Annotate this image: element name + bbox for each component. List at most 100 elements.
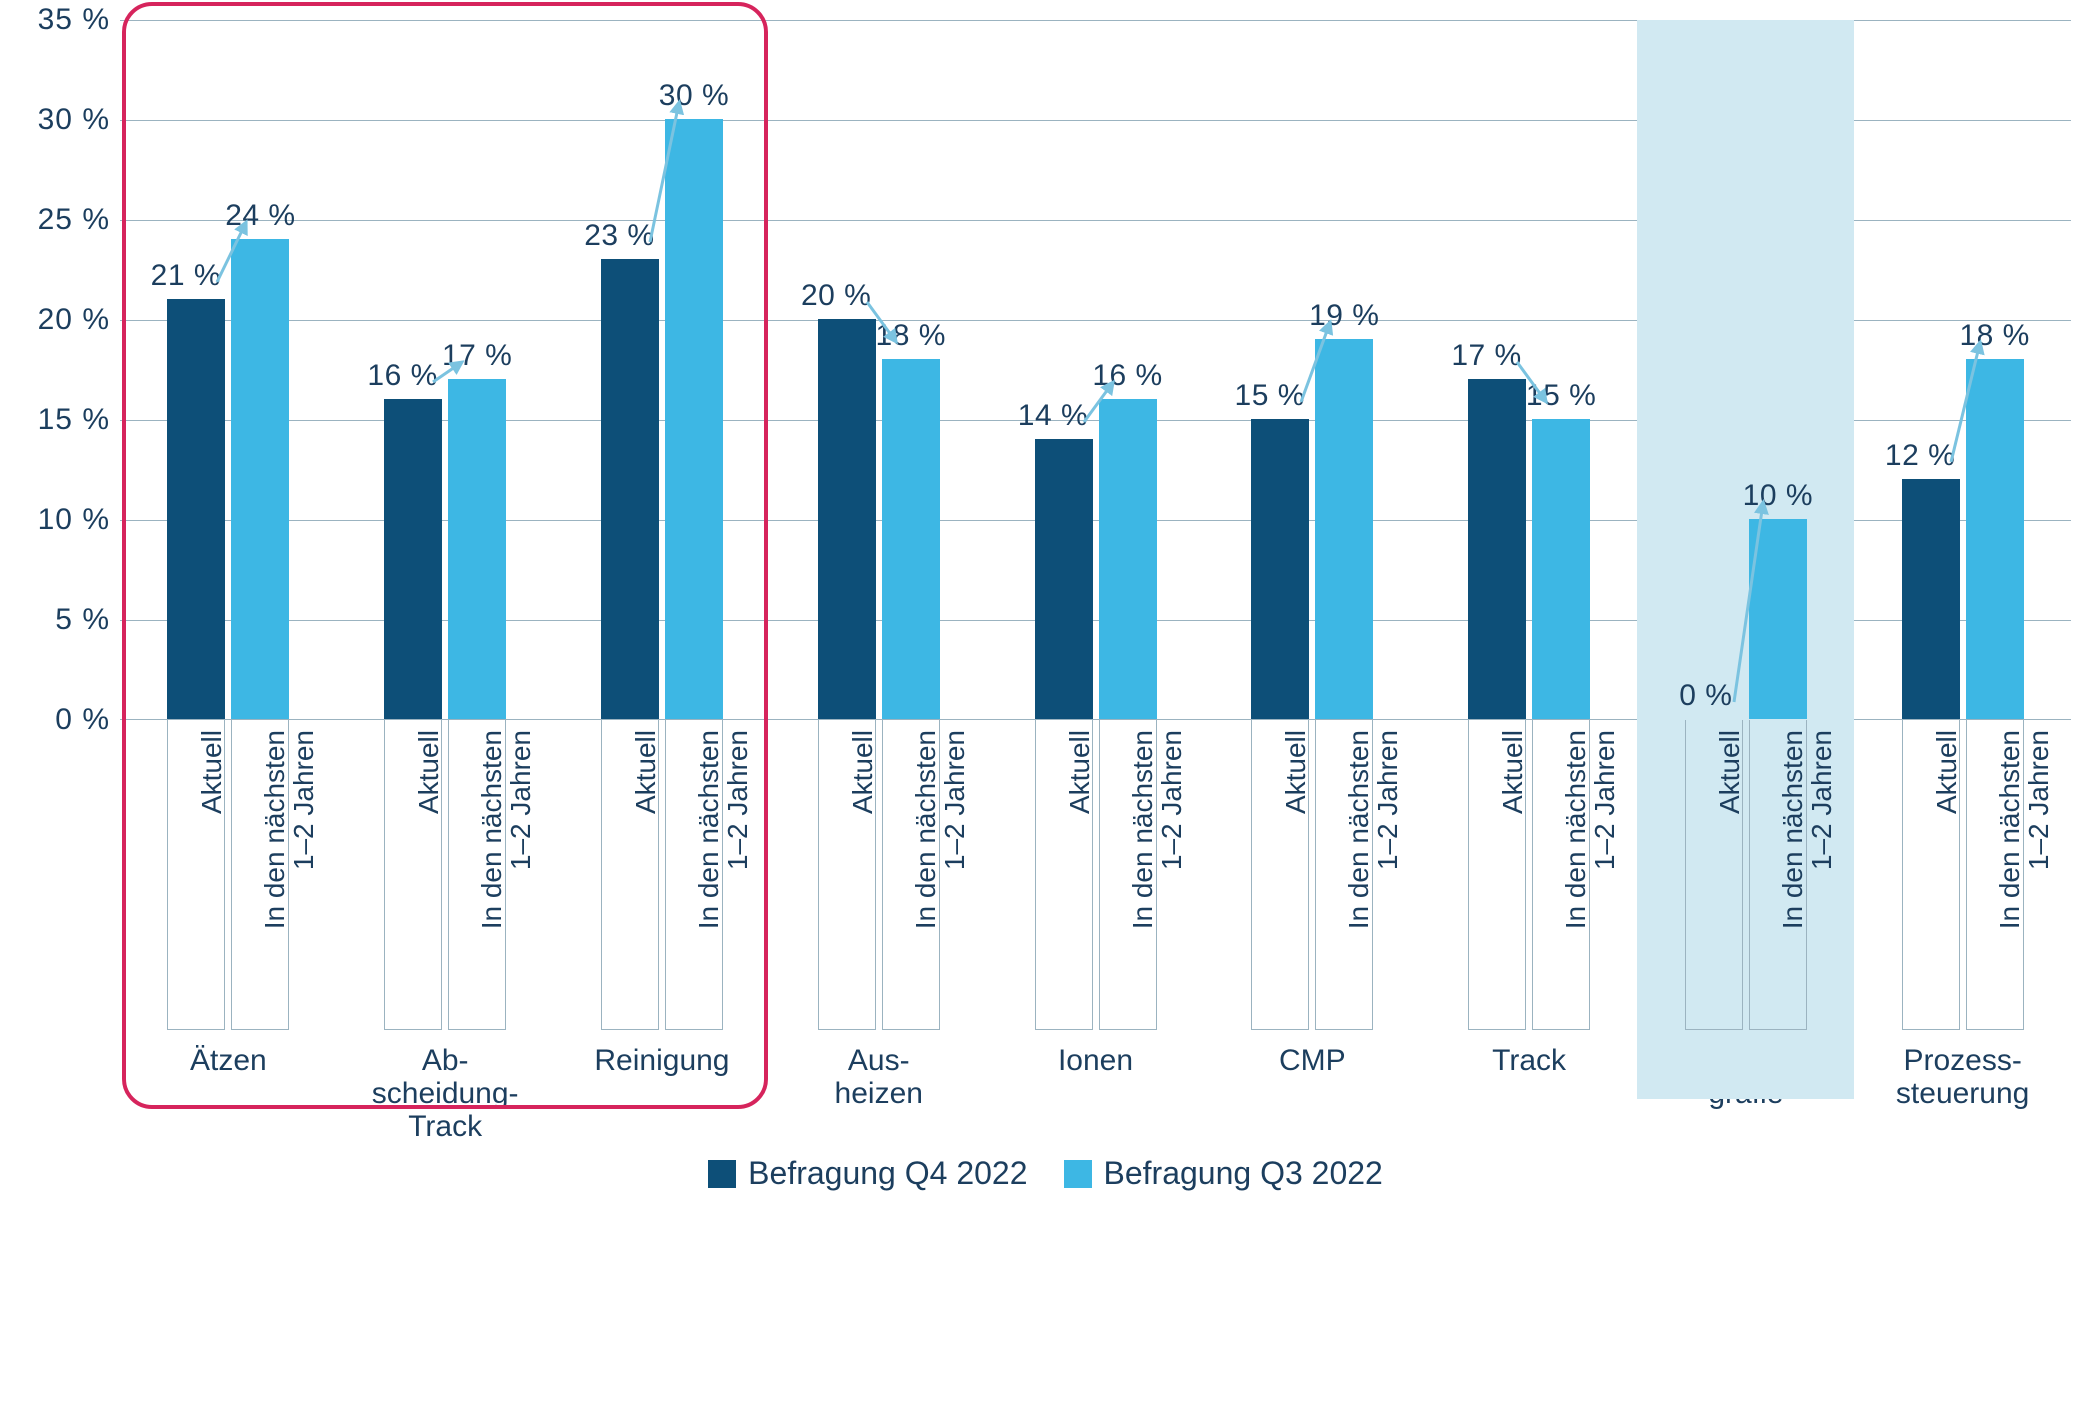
bar-value-label: 16 % <box>367 359 437 393</box>
bar <box>601 259 659 719</box>
x-sub-labels: AktuellIn den nächsten1–2 Jahren <box>1854 720 2071 1030</box>
y-tick-label: 25 % <box>20 203 110 237</box>
x-group: AktuellIn den nächsten1–2 JahrenReinigun… <box>554 720 771 1143</box>
y-tick-label: 5 % <box>20 603 110 637</box>
x-sub-label: In den nächsten1–2 Jahren <box>1315 720 1373 1030</box>
x-sub-label: Aktuell <box>601 720 659 1030</box>
bar <box>1966 359 2024 719</box>
y-tick-label: 15 % <box>20 403 110 437</box>
x-sub-labels: AktuellIn den nächsten1–2 Jahren <box>1421 720 1638 1030</box>
bar-value-label: 23 % <box>584 219 654 253</box>
bar-value-label: 17 % <box>1451 339 1521 373</box>
bar-slot: 0 % <box>1685 20 1743 719</box>
bar-group: 16 %17 % <box>337 20 554 719</box>
bar <box>167 299 225 719</box>
x-group-name: Reinigung <box>554 1030 771 1077</box>
bar-slot: 18 % <box>1966 20 2024 719</box>
bar <box>231 239 289 719</box>
bar-slot: 24 % <box>231 20 289 719</box>
y-tick-label: 10 % <box>20 503 110 537</box>
bar <box>1099 399 1157 719</box>
bar <box>1902 479 1960 719</box>
x-sub-label: Aktuell <box>384 720 442 1030</box>
x-sub-label: Aktuell <box>818 720 876 1030</box>
bar-value-label: 12 % <box>1885 439 1955 473</box>
bar-slot: 20 % <box>818 20 876 719</box>
x-sub-label: Aktuell <box>1468 720 1526 1030</box>
legend-swatch <box>1064 1160 1092 1188</box>
bar-value-label: 20 % <box>801 279 871 313</box>
bar-slot: 12 % <box>1902 20 1960 719</box>
bar-slot: 17 % <box>448 20 506 719</box>
bar <box>1532 419 1590 719</box>
bar <box>665 119 723 719</box>
bar-group: 17 %15 % <box>1421 20 1638 719</box>
bar-value-label: 19 % <box>1309 299 1379 333</box>
x-sub-label: In den nächsten1–2 Jahren <box>231 720 289 1030</box>
x-sub-label: Aktuell <box>167 720 225 1030</box>
bar-group: 20 %18 % <box>770 20 987 719</box>
legend-label: Befragung Q4 2022 <box>748 1155 1027 1192</box>
x-group-name: Prozess- steuerung <box>1854 1030 2071 1110</box>
x-sub-label: Aktuell <box>1035 720 1093 1030</box>
bar-slot: 16 % <box>1099 20 1157 719</box>
x-sub-label: In den nächsten1–2 Jahren <box>882 720 940 1030</box>
y-tick-label: 20 % <box>20 303 110 337</box>
bar-value-label: 17 % <box>442 339 512 373</box>
x-group: AktuellIn den nächsten1–2 JahrenÄtzen <box>120 720 337 1143</box>
bar-value-label: 18 % <box>876 319 946 353</box>
bar <box>818 319 876 719</box>
bar-value-label: 0 % <box>1679 679 1732 713</box>
x-sub-label: In den nächsten1–2 Jahren <box>448 720 506 1030</box>
bar-chart: 21 %24 %16 %17 %23 %30 %20 %18 %14 %16 %… <box>20 20 2071 1192</box>
bar-slot: 21 % <box>167 20 225 719</box>
bar-slot: 15 % <box>1251 20 1309 719</box>
y-tick-label: 35 % <box>20 3 110 37</box>
x-group: AktuellIn den nächsten1–2 JahrenIonen <box>987 720 1204 1143</box>
bar-slot: 30 % <box>665 20 723 719</box>
bar <box>1035 439 1093 719</box>
x-group-name: Ätzen <box>120 1030 337 1077</box>
x-group: AktuellIn den nächsten1–2 JahrenAus- hei… <box>770 720 987 1143</box>
x-sub-labels: AktuellIn den nächsten1–2 Jahren <box>770 720 987 1030</box>
x-sub-label: In den nächsten1–2 Jahren <box>1749 720 1807 1030</box>
bar-group: 12 %18 % <box>1854 20 2071 719</box>
bar-slot: 14 % <box>1035 20 1093 719</box>
x-sub-label: Aktuell <box>1902 720 1960 1030</box>
y-tick-label: 0 % <box>20 703 110 737</box>
x-group-name: Aus- heizen <box>770 1030 987 1110</box>
x-sub-label: Aktuell <box>1251 720 1309 1030</box>
x-group-name: Ab- scheidung- Track <box>337 1030 554 1143</box>
bar-slot: 15 % <box>1532 20 1590 719</box>
bar-slot: 19 % <box>1315 20 1373 719</box>
bar-value-label: 14 % <box>1018 399 1088 433</box>
bar-slot: 16 % <box>384 20 442 719</box>
bar-group: 0 %10 % <box>1637 20 1854 719</box>
bar-group: 15 %19 % <box>1204 20 1421 719</box>
x-group-name: Track <box>1421 1030 1638 1077</box>
bar <box>1749 519 1807 719</box>
bar-group: 21 %24 % <box>120 20 337 719</box>
x-sub-label: In den nächsten1–2 Jahren <box>1532 720 1590 1030</box>
x-sub-label: In den nächsten1–2 Jahren <box>1099 720 1157 1030</box>
y-tick-label: 30 % <box>20 103 110 137</box>
x-group-name: CMP <box>1204 1030 1421 1077</box>
x-group: AktuellIn den nächsten1–2 JahrenAb- sche… <box>337 720 554 1143</box>
legend-item: Befragung Q3 2022 <box>1064 1155 1383 1192</box>
bar-slot: 23 % <box>601 20 659 719</box>
bar-slot: 17 % <box>1468 20 1526 719</box>
bar-group: 14 %16 % <box>987 20 1204 719</box>
bar-group: 23 %30 % <box>554 20 771 719</box>
bar <box>882 359 940 719</box>
bar-value-label: 18 % <box>1959 319 2029 353</box>
plot-area: 21 %24 %16 %17 %23 %30 %20 %18 %14 %16 %… <box>120 20 2071 720</box>
x-sub-label: Aktuell <box>1685 720 1743 1030</box>
bar-slot: 18 % <box>882 20 940 719</box>
legend-swatch <box>708 1160 736 1188</box>
bar-value-label: 15 % <box>1526 379 1596 413</box>
bar <box>384 399 442 719</box>
bar-value-label: 21 % <box>151 259 221 293</box>
x-sub-label: In den nächsten1–2 Jahren <box>1966 720 2024 1030</box>
bar-slot: 10 % <box>1749 20 1807 719</box>
bar-value-label: 30 % <box>659 79 729 113</box>
